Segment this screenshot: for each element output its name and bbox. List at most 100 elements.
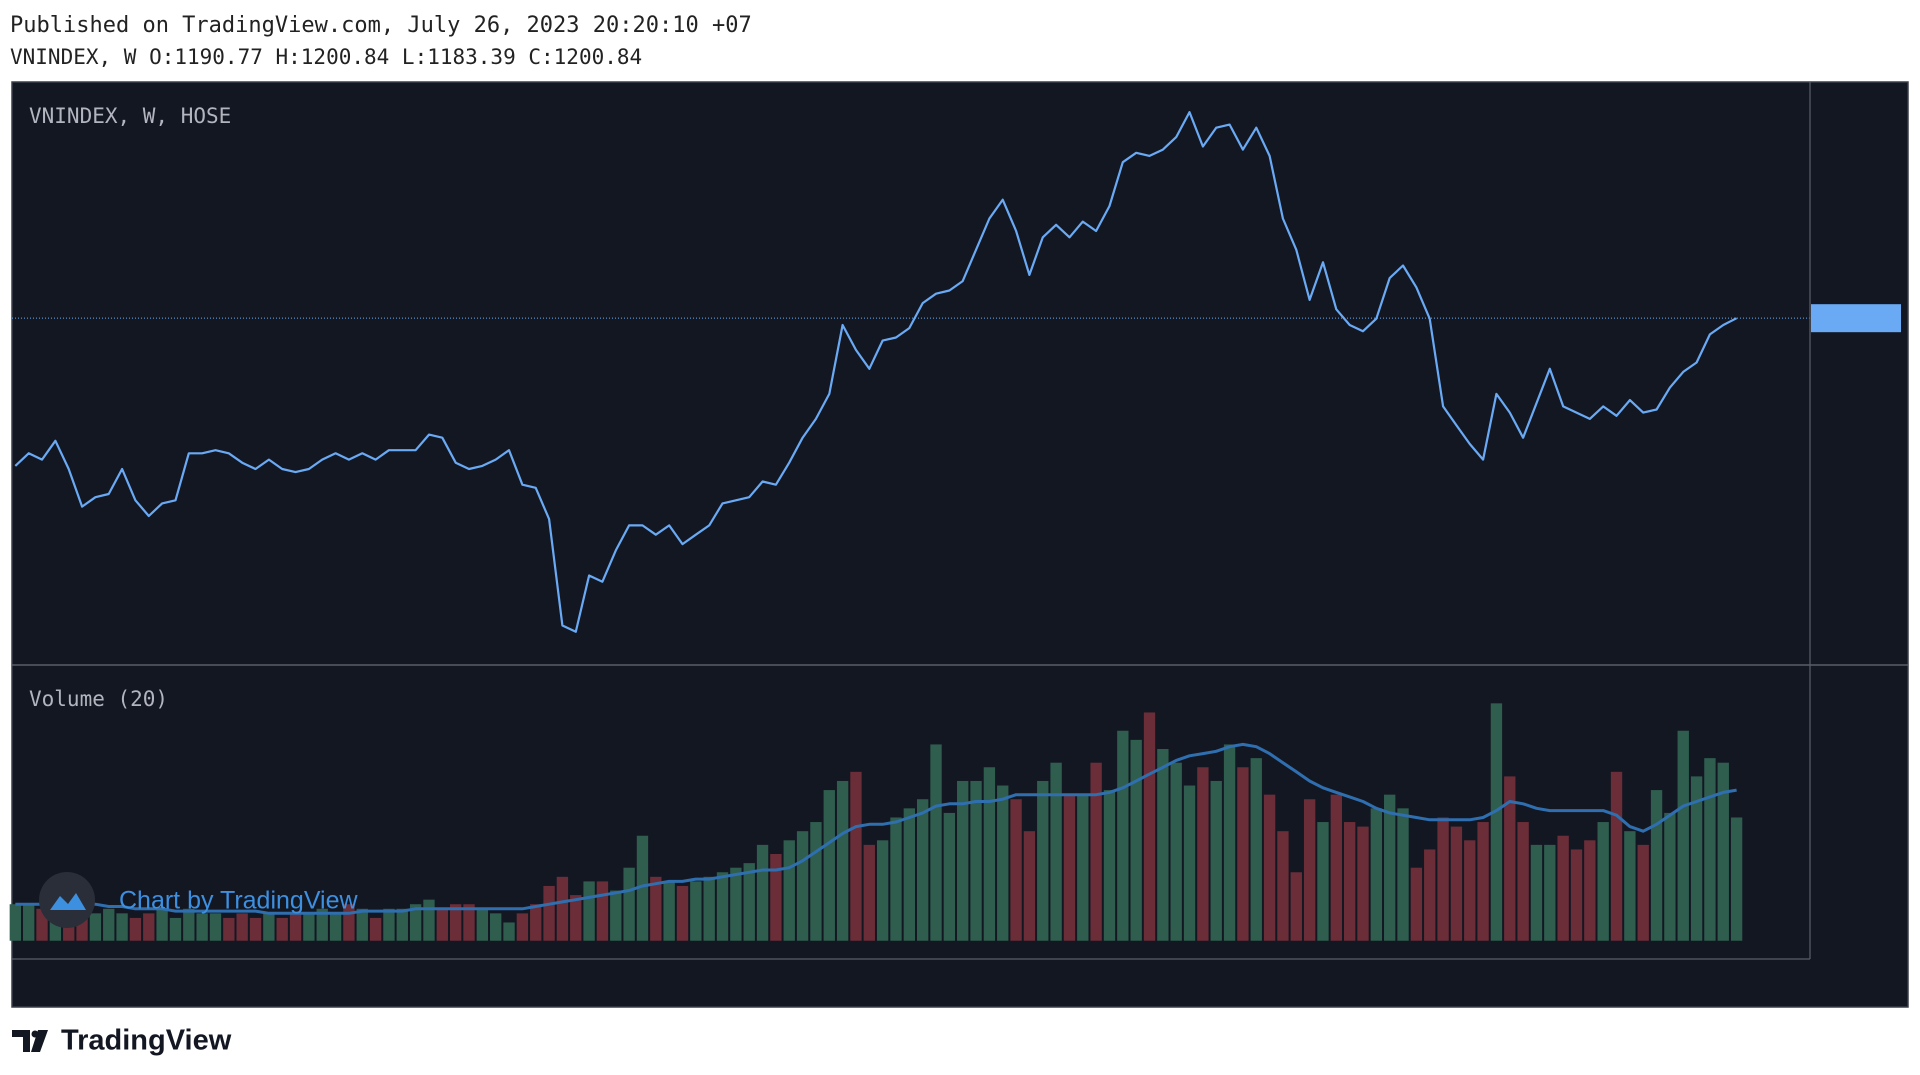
volume-bar: [836, 780, 849, 941]
volume-bar: [183, 908, 195, 941]
volume-bar: [1424, 849, 1436, 941]
volume-bar: [623, 867, 635, 941]
volume-bar: [1357, 826, 1369, 941]
volume-bar: [156, 908, 168, 941]
volume-bar: [756, 844, 769, 941]
volume-bar: [1664, 812, 1676, 941]
volume-bar: [1704, 758, 1716, 941]
volume-bar: [1183, 785, 1196, 941]
volume-bar: [36, 908, 48, 941]
volume-bar: [1730, 817, 1743, 941]
volume-bar: [316, 908, 328, 941]
volume-bar: [1237, 767, 1249, 941]
watermark-icon-shape: [50, 893, 86, 910]
volume-bar: [1223, 744, 1236, 941]
volume-bar: [716, 872, 729, 941]
volume-bar: [1637, 844, 1649, 941]
watermark: Chart by TradingView: [39, 872, 358, 928]
volume-bar: [1370, 808, 1383, 941]
volume-bar: [1570, 849, 1583, 941]
volume-bar: [236, 913, 248, 941]
volume-bar: [1303, 799, 1316, 941]
volume-bar: [983, 767, 996, 941]
volume-bar: [810, 822, 822, 941]
marks: [9, 111, 1901, 941]
volume-bar: [1504, 776, 1516, 941]
volume-bar: [196, 913, 208, 941]
volume-bar: [1197, 767, 1209, 941]
volume-bar: [516, 913, 529, 941]
volume-bar: [1263, 794, 1276, 941]
volume-bar: [556, 876, 569, 941]
volume-bar: [596, 881, 609, 941]
volume-bar: [1650, 790, 1663, 941]
volume-bar: [1157, 749, 1169, 941]
volume-bar: [823, 790, 835, 941]
volume-bar: [490, 913, 502, 941]
volume-bar: [930, 744, 942, 941]
volume-bar: [1277, 831, 1289, 941]
volume-bar: [1090, 762, 1102, 941]
volume-bar: [1584, 840, 1596, 941]
volume-bar: [650, 876, 662, 941]
volume-bar: [943, 812, 956, 941]
volume-bar: [1170, 762, 1182, 941]
volume-bar: [1250, 758, 1262, 941]
volume-bar: [89, 913, 102, 941]
published-line: Published on TradingView.com, July 26, 2…: [10, 13, 752, 38]
volume-bar: [1317, 822, 1329, 941]
volume-bar: [850, 771, 862, 941]
volume-bar: [9, 904, 22, 941]
volume-bar: [449, 904, 462, 941]
volume-bar: [783, 840, 795, 941]
volume-bar: [1610, 771, 1623, 941]
volume-bar: [676, 885, 689, 941]
volume-bar: [1490, 703, 1503, 941]
volume-bar: [1544, 844, 1556, 941]
volume-bar: [663, 881, 675, 941]
volume-bar: [970, 780, 982, 941]
volume-bar: [1037, 780, 1049, 941]
volume-bar: [876, 840, 889, 941]
volume-bar: [890, 817, 902, 941]
volume-bar: [1103, 790, 1116, 941]
volume-bar: [1677, 730, 1689, 941]
volume-bar: [530, 904, 542, 941]
last-price-box: [1811, 304, 1901, 333]
volume-bar: [1290, 872, 1302, 941]
volume-bar: [570, 895, 582, 941]
watermark-icon: [39, 872, 95, 928]
volume-bar: [143, 913, 155, 941]
price-line: [14, 111, 1738, 633]
volume-bar: [1210, 780, 1222, 941]
volume-bar: [329, 913, 342, 941]
volume-bar: [1023, 831, 1036, 941]
volume-bar: [543, 885, 555, 941]
volume-bar: [369, 917, 382, 941]
volume-bar: [396, 908, 408, 941]
volume-bar: [1717, 762, 1729, 941]
volume-ma-line: [15, 742, 1737, 915]
pane-title: VNINDEX, W, HOSE: [29, 104, 231, 128]
volume-bar: [703, 876, 715, 941]
volume-bar: [1517, 822, 1529, 941]
volume-bar: [1330, 794, 1342, 941]
volume-bar: [1464, 840, 1476, 941]
volume-bar: [1063, 794, 1076, 941]
volume-bar: [1130, 739, 1142, 941]
volume-title: Volume (20): [29, 687, 168, 711]
volume-bar: [356, 908, 368, 941]
volume-bar: [303, 913, 315, 941]
logo: TradingView: [12, 1025, 232, 1057]
volume-bar: [690, 881, 702, 941]
volume-bar: [1117, 730, 1129, 941]
volume-bar: [636, 835, 649, 941]
volume-bar: [129, 917, 142, 941]
volume-bar: [1143, 712, 1156, 941]
volume-bar: [223, 917, 235, 941]
volume-bar: [383, 908, 395, 941]
volume-bar: [1050, 762, 1062, 941]
volume-bar: [1557, 835, 1569, 941]
volume-bar: [863, 844, 875, 941]
